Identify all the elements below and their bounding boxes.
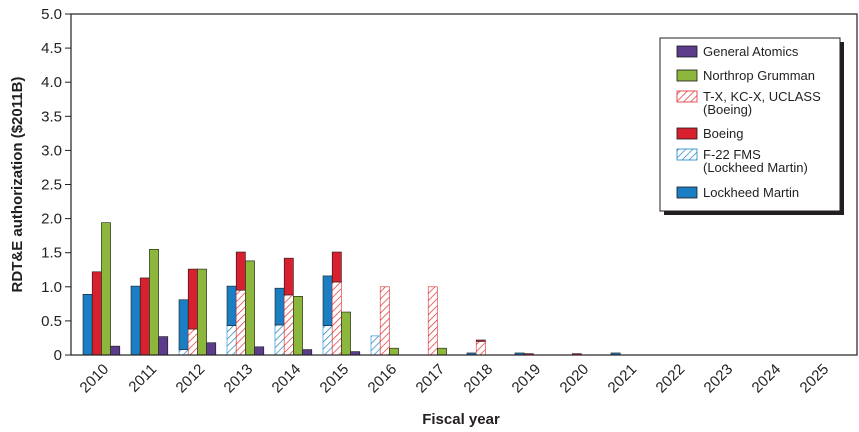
- bar-tx-2015: [331, 281, 342, 356]
- bar-tx-2012: [187, 328, 198, 356]
- bar-tx-2016: [379, 286, 390, 356]
- legend-box: [659, 37, 841, 212]
- y-tick-label: 5.0: [41, 6, 62, 23]
- bar-ga-2014: [302, 349, 313, 356]
- legend-swatch-ga: [676, 45, 698, 58]
- bar-fms-2016: [370, 335, 381, 356]
- bar-boeing-2015: [331, 251, 342, 283]
- bar-fms-2014: [274, 324, 285, 356]
- x-tick-label: 2012: [173, 361, 209, 397]
- legend: General Atomics Northrop Grumman T-X, KC-X…: [659, 37, 844, 215]
- x-tick-label: 2016: [365, 361, 401, 397]
- x-tick-label: 2014: [269, 361, 305, 397]
- legend-label-tx: (Boeing): [703, 102, 752, 117]
- legend-swatch-ng: [676, 69, 698, 82]
- bar-tx-2014: [283, 294, 294, 356]
- bar-boeing-2018: [475, 339, 486, 342]
- legend-label-ga: General Atomics: [703, 44, 799, 59]
- x-tick-label: 2011: [125, 361, 160, 396]
- bars: [82, 222, 621, 356]
- bar-fms-2012: [178, 349, 189, 356]
- bar-lm-2011: [130, 285, 141, 356]
- x-tick-label: 2021: [605, 361, 641, 397]
- bar-ga-2010: [110, 345, 121, 356]
- y-tick-label: 3.5: [41, 108, 62, 125]
- bar-lm-2010: [82, 294, 93, 356]
- legend-label-ng: Northrop Grumman: [703, 68, 815, 83]
- legend-swatch-lm: [676, 186, 698, 199]
- bar-ng-2013: [245, 260, 255, 356]
- legend-label-fms: (Lockheed Martin): [703, 160, 808, 175]
- bar-boeing-2012: [187, 268, 198, 330]
- bar-tx-2013: [235, 289, 246, 356]
- legend-swatch-boeing: [676, 127, 698, 140]
- bar-lm-2014: [274, 287, 285, 326]
- y-tick-label: 0: [54, 347, 62, 364]
- bar-ng-2012: [197, 268, 207, 356]
- bar-lm-2013: [226, 285, 237, 326]
- legend-label-lm: Lockheed Martin: [703, 185, 799, 200]
- bar-boeing-2011: [139, 277, 150, 356]
- x-tick-label: 2018: [461, 361, 497, 397]
- plot-frame: [70, 13, 858, 356]
- y-tick-label: 1.5: [41, 245, 62, 262]
- bar-lm-2015: [322, 275, 333, 326]
- y-tick-label: 0.5: [41, 313, 62, 330]
- bar-ng-2010: [101, 222, 111, 356]
- x-tick-label: 2019: [509, 361, 545, 397]
- x-axis: 2010 2011 2012 2013 2014 2015 2016 2017 2018 2019…: [77, 361, 833, 397]
- bar-boeing-2014: [283, 257, 294, 296]
- bar-ga-2012: [206, 342, 217, 356]
- legend-swatch-fms: [676, 148, 698, 161]
- bar-lm-2012: [178, 299, 189, 350]
- y-tick-label: 3.0: [41, 142, 62, 159]
- x-tick-label: 2013: [221, 361, 257, 397]
- x-tick-label: 2010: [77, 361, 113, 397]
- bar-fms-2015: [322, 325, 333, 356]
- bar-tx-2017: [427, 286, 438, 356]
- x-tick-label: 2020: [557, 361, 593, 397]
- x-tick-label: 2025: [797, 361, 833, 397]
- y-tick-label: 1.0: [41, 279, 62, 296]
- legend-swatch-tx: [676, 90, 698, 103]
- y-tick-label: 4.0: [41, 74, 62, 91]
- bar-boeing-2010: [91, 271, 102, 356]
- bar-ga-2011: [158, 336, 169, 356]
- legend-label-boeing: Boeing: [703, 126, 743, 141]
- bar-ng-2016: [389, 347, 399, 356]
- bar-boeing-2013: [235, 251, 246, 291]
- x-tick-label: 2017: [413, 361, 449, 397]
- bar-fms-2013: [226, 325, 237, 356]
- bar-ga-2013: [254, 346, 265, 356]
- x-tick-label: 2015: [317, 361, 353, 397]
- y-tick-label: 2.0: [41, 211, 62, 228]
- x-tick-label: 2023: [701, 361, 737, 397]
- y-tick-label: 4.5: [41, 40, 62, 57]
- x-tick-label: 2022: [653, 361, 689, 397]
- legend-label-fms: F-22 FMS: [703, 147, 761, 162]
- bar-tx-2018: [475, 341, 486, 356]
- y-axis-title: RDT&E authorization ($2011B): [9, 77, 26, 293]
- x-tick-label: 2024: [749, 361, 785, 397]
- bar-ng-2014: [293, 296, 303, 356]
- legend-label-tx: T-X, KC-X, UCLASS: [703, 89, 821, 104]
- bar-ng-2017: [437, 347, 447, 356]
- bar-ng-2015: [341, 311, 351, 356]
- y-tick-label: 2.5: [41, 177, 62, 194]
- x-axis-title: Fiscal year: [422, 411, 500, 428]
- bar-ng-2011: [149, 248, 159, 356]
- y-axis: 0 0.5 1.0 1.5 2.0 2.5 3.0 3.5 4.0 4.5 5.0: [41, 6, 71, 364]
